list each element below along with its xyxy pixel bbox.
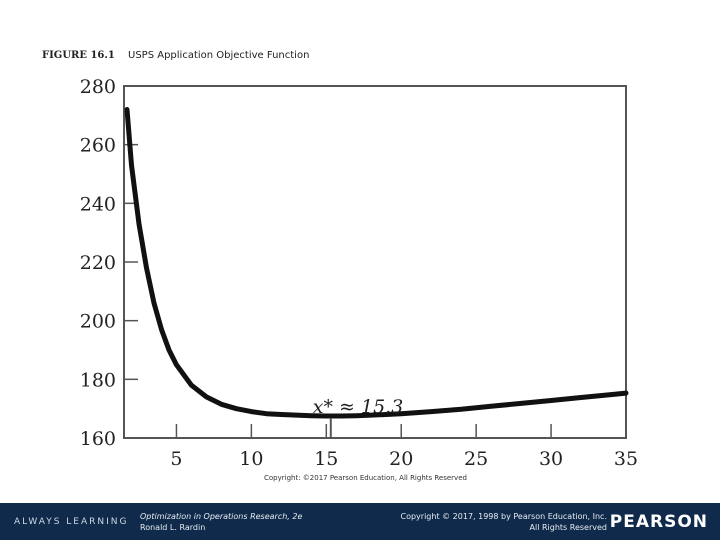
book-author: Ronald L. Rardin — [140, 523, 206, 532]
figure-label: FIGURE 16.1 — [42, 50, 115, 61]
footer-tagline: ALWAYS LEARNING — [14, 517, 129, 527]
footer-bar: ALWAYS LEARNING Optimization in Operatio… — [0, 503, 720, 540]
x-tick-label: 25 — [464, 448, 488, 470]
figure-caption: USPS Application Objective Function — [128, 50, 310, 61]
x-tick-label: 30 — [539, 448, 563, 470]
pearson-logo: PEARSON — [609, 512, 708, 532]
x-tick-label: 20 — [389, 448, 413, 470]
y-tick-label: 220 — [80, 252, 116, 274]
copyright-line-1: Copyright © 2017, 1998 by Pearson Educat… — [400, 512, 608, 521]
series-line — [124, 107, 629, 419]
figure-credit: Copyright: ©2017 Pearson Education, All … — [264, 474, 467, 482]
y-tick-label: 180 — [80, 369, 116, 391]
x-tick-label: 15 — [314, 448, 338, 470]
book-title: Optimization in Operations Research, 2e — [140, 512, 303, 521]
x-axis: 5 10 15 20 25 30 35 — [170, 424, 638, 470]
y-tick-label: 200 — [80, 311, 116, 333]
y-tick-label: 160 — [80, 428, 116, 450]
y-tick-label: 260 — [80, 135, 116, 157]
copyright-line-2: All Rights Reserved — [529, 523, 607, 532]
footer-copyright: Copyright © 2017, 1998 by Pearson Educat… — [401, 511, 608, 533]
optimum-annotation: x* ≈ 15.3 — [313, 396, 404, 418]
plot-frame — [123, 85, 627, 439]
x-tick-label: 5 — [170, 448, 182, 470]
x-tick-label: 10 — [239, 448, 263, 470]
y-tick-label: 280 — [80, 76, 116, 98]
footer-book-info: Optimization in Operations Research, 2e … — [140, 511, 302, 533]
figure-title: FIGURE 16.1 USPS Application Objective F… — [42, 50, 309, 61]
y-tick-label: 240 — [80, 193, 116, 215]
x-tick-label: 35 — [614, 448, 638, 470]
objective-function-chart: 160 180 200 220 240 260 280 5 10 15 20 25 30 35 x* ≈… — [80, 76, 638, 470]
